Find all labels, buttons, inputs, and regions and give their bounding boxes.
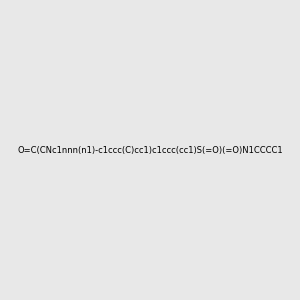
Text: O=C(CNc1nnn(n1)-c1ccc(C)cc1)c1ccc(cc1)S(=O)(=O)N1CCCC1: O=C(CNc1nnn(n1)-c1ccc(C)cc1)c1ccc(cc1)S(… [17,146,283,154]
